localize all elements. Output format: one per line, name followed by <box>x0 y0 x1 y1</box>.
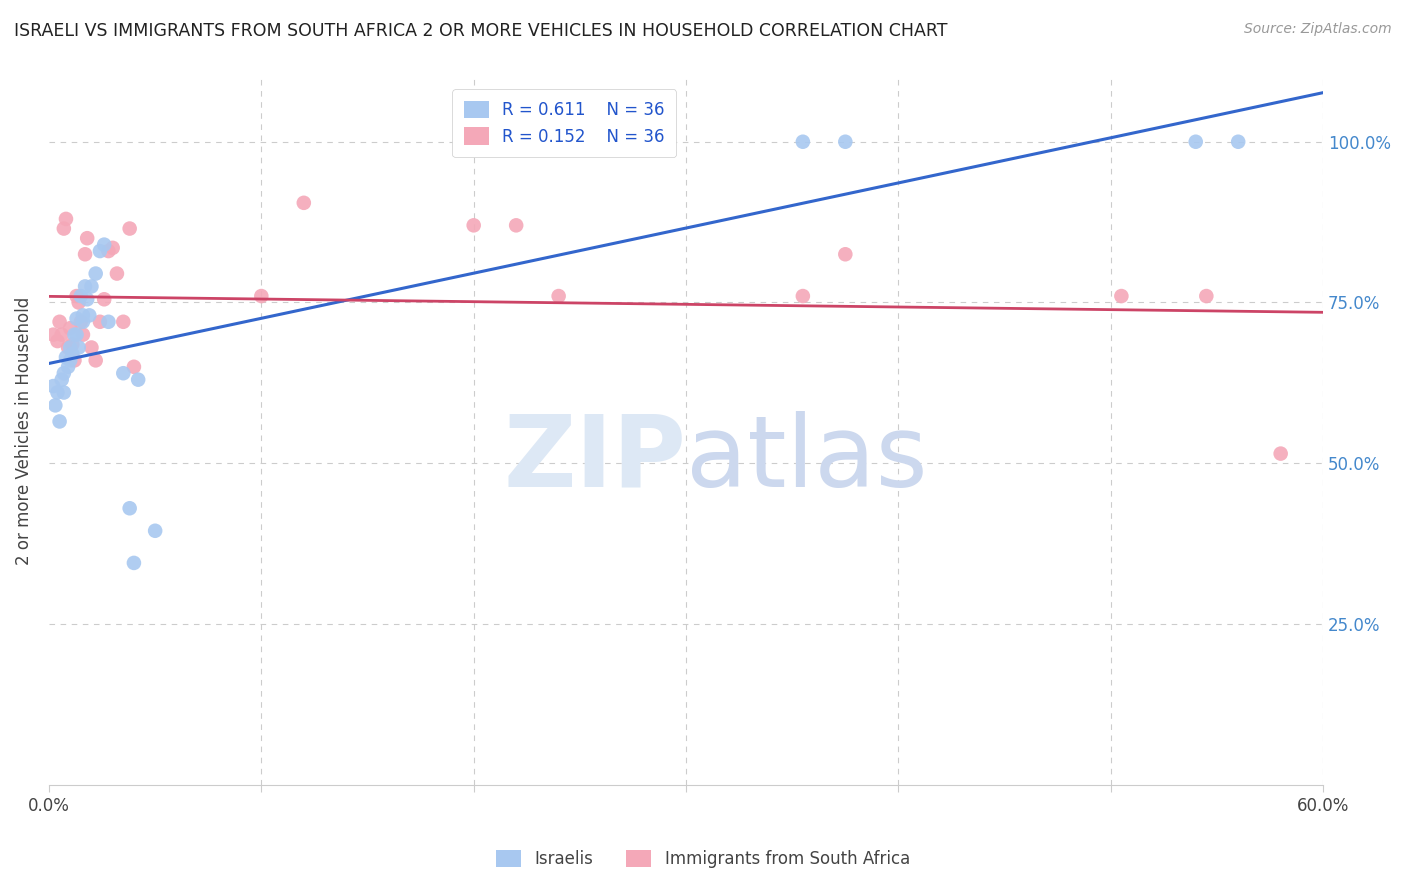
Point <box>834 135 856 149</box>
Point <box>84 267 107 281</box>
Point <box>56 341 79 355</box>
Point <box>75 279 97 293</box>
Point <box>46 334 69 348</box>
Point <box>143 524 166 538</box>
Point <box>112 315 135 329</box>
Point <box>59 353 82 368</box>
Point <box>76 231 98 245</box>
Point <box>60 347 83 361</box>
Point <box>118 501 141 516</box>
Point <box>80 341 103 355</box>
Point <box>65 311 87 326</box>
Point <box>46 385 69 400</box>
Point <box>127 373 149 387</box>
Point <box>56 359 79 374</box>
Point <box>59 341 82 355</box>
Point <box>250 289 273 303</box>
Point <box>292 195 315 210</box>
Point <box>69 289 91 303</box>
Legend: R = 0.611    N = 36, R = 0.152    N = 36: R = 0.611 N = 36, R = 0.152 N = 36 <box>453 89 676 157</box>
Point <box>834 247 856 261</box>
Point <box>89 244 111 258</box>
Text: Source: ZipAtlas.com: Source: ZipAtlas.com <box>1244 22 1392 37</box>
Point <box>118 221 141 235</box>
Point <box>89 315 111 329</box>
Legend: Israelis, Immigrants from South Africa: Israelis, Immigrants from South Africa <box>489 843 917 875</box>
Text: ISRAELI VS IMMIGRANTS FROM SOUTH AFRICA 2 OR MORE VEHICLES IN HOUSEHOLD CORRELAT: ISRAELI VS IMMIGRANTS FROM SOUTH AFRICA … <box>14 22 948 40</box>
Point <box>1111 289 1133 303</box>
Point <box>72 327 94 342</box>
Point <box>72 309 94 323</box>
Point <box>505 219 527 233</box>
Point <box>792 289 814 303</box>
Point <box>80 279 103 293</box>
Point <box>93 293 115 307</box>
Point <box>65 327 87 342</box>
Point <box>97 315 120 329</box>
Point <box>69 315 91 329</box>
Point <box>59 321 82 335</box>
Point <box>93 237 115 252</box>
Point <box>112 366 135 380</box>
Point <box>51 373 73 387</box>
Point <box>44 398 66 412</box>
Point <box>52 385 75 400</box>
Point <box>101 241 124 255</box>
Point <box>76 293 98 307</box>
Point <box>60 337 83 351</box>
Point <box>72 315 94 329</box>
Point <box>122 359 145 374</box>
Point <box>48 315 70 329</box>
Point <box>63 353 86 368</box>
Point <box>547 289 569 303</box>
Text: ZIP: ZIP <box>503 411 686 508</box>
Point <box>42 379 65 393</box>
Point <box>1270 447 1292 461</box>
Point <box>48 414 70 428</box>
Point <box>55 211 77 226</box>
Point <box>1227 135 1250 149</box>
Point <box>52 221 75 235</box>
Point <box>75 247 97 261</box>
Point <box>51 327 73 342</box>
Point <box>792 135 814 149</box>
Point <box>463 219 485 233</box>
Point <box>1195 289 1218 303</box>
Point <box>97 244 120 258</box>
Point <box>52 366 75 380</box>
Point <box>79 309 101 323</box>
Point <box>55 350 77 364</box>
Point <box>65 289 87 303</box>
Point <box>63 327 86 342</box>
Text: atlas: atlas <box>686 411 928 508</box>
Point <box>42 327 65 342</box>
Point <box>105 267 128 281</box>
Point <box>1184 135 1206 149</box>
Point <box>67 295 90 310</box>
Y-axis label: 2 or more Vehicles in Household: 2 or more Vehicles in Household <box>15 297 32 566</box>
Point <box>84 353 107 368</box>
Point <box>67 341 90 355</box>
Point <box>122 556 145 570</box>
